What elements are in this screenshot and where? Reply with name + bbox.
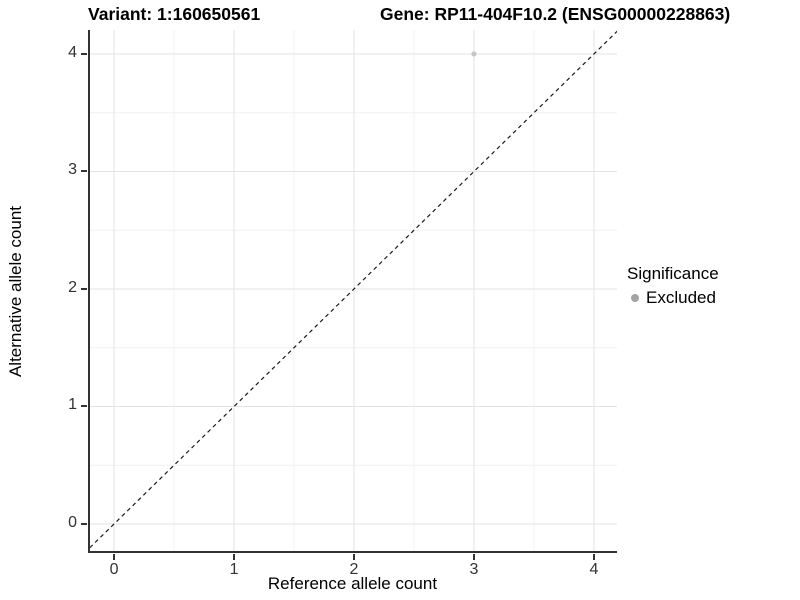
x-tick-label: 4: [589, 561, 599, 578]
y-tick-label: 4: [68, 43, 77, 61]
x-tick-mark: [352, 554, 355, 560]
y-tick-mark: [81, 52, 87, 55]
x-tick-mark: [472, 554, 475, 560]
legend-entry-label: Excluded: [646, 288, 716, 307]
y-tick-label: 1: [68, 396, 77, 414]
plot-panel: [88, 30, 617, 553]
legend-title: Significance: [627, 264, 719, 283]
y-tick-mark: [81, 170, 87, 173]
x-tick-mark: [113, 554, 116, 560]
chart-title-gene: Gene: RP11-404F10.2 (ENSG00000228863): [380, 4, 731, 24]
y-axis-title: Alternative allele count: [6, 205, 25, 378]
plot-area-svg: [88, 30, 617, 553]
x-tick-mark: [592, 554, 595, 560]
x-axis-title: Reference allele count: [267, 574, 438, 593]
legend: Significance Excluded: [627, 263, 719, 311]
legend-point-icon: [631, 294, 639, 302]
y-tick-label: 2: [68, 278, 77, 296]
chart-title-variant: Variant: 1:160650561: [88, 4, 261, 24]
y-tick-label: 0: [68, 513, 77, 531]
x-tick-mark: [233, 554, 236, 560]
legend-entry-excluded: Excluded: [627, 285, 719, 311]
data-point: [471, 51, 477, 57]
x-tick-label: 0: [109, 561, 119, 578]
y-tick-mark: [81, 522, 87, 525]
x-tick-label: 3: [469, 561, 479, 578]
y-axis-title-wrap: Alternative allele count: [4, 30, 28, 553]
y-tick-mark: [81, 287, 87, 290]
x-tick-label: 1: [229, 561, 239, 578]
x-tick-label: 2: [349, 561, 359, 578]
y-tick-mark: [81, 405, 87, 408]
y-tick-label: 3: [68, 161, 77, 179]
